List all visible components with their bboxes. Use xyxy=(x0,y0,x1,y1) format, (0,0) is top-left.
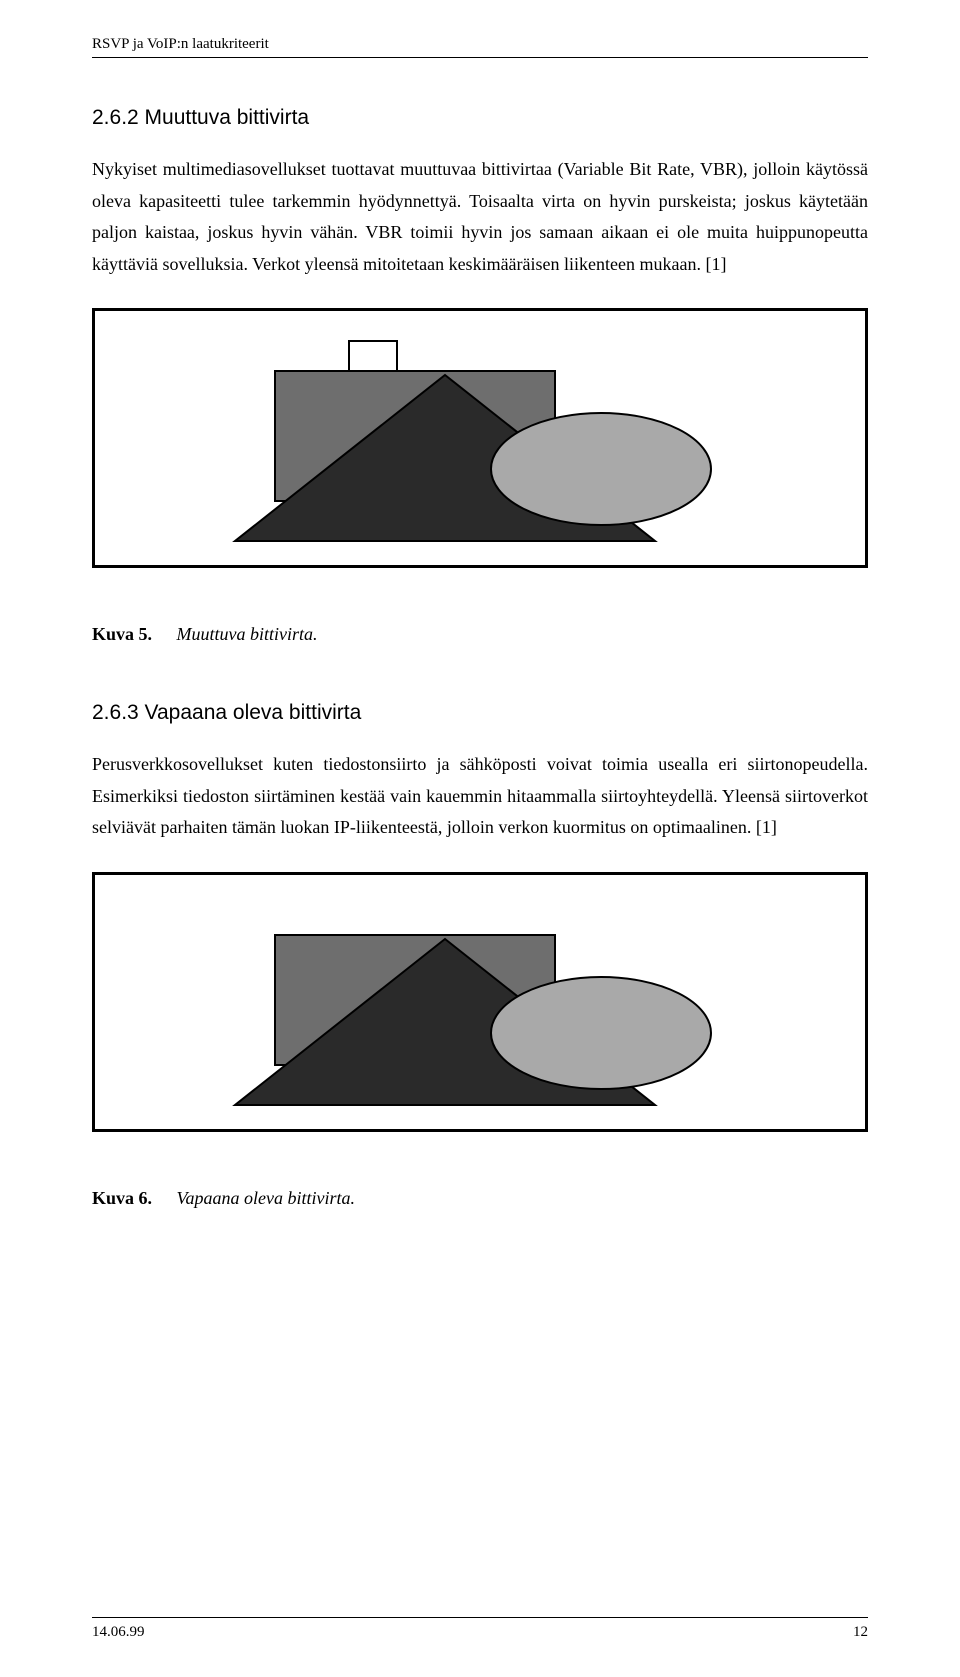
section-heading-263: 2.6.3 Vapaana oleva bittivirta xyxy=(92,701,868,725)
figure-5-frame xyxy=(92,308,868,568)
figure-5-caption-text: Muuttuva bittivirta. xyxy=(177,624,318,644)
running-header: RSVP ja VoIP:n laatukriteerit xyxy=(92,36,868,58)
section-heading-262: 2.6.2 Muuttuva bittivirta xyxy=(92,106,868,130)
figure-6-svg xyxy=(95,875,865,1129)
figure-5-caption-label: Kuva 5. xyxy=(92,624,152,644)
figure-5-caption: Kuva 5. Muuttuva bittivirta. xyxy=(92,624,868,645)
paragraph-262: Nykyiset multimediasovellukset tuottavat… xyxy=(92,154,868,280)
figure-5-hat-top xyxy=(349,341,397,371)
figure-6-caption-label: Kuva 6. xyxy=(92,1188,152,1208)
page: RSVP ja VoIP:n laatukriteerit 2.6.2 Muut… xyxy=(0,0,960,1677)
footer-date: 14.06.99 xyxy=(92,1624,145,1641)
page-footer: 14.06.99 12 xyxy=(92,1617,868,1641)
figure-6-caption-text: Vapaana oleva bittivirta. xyxy=(177,1188,355,1208)
paragraph-263: Perusverkkosovellukset kuten tiedostonsi… xyxy=(92,749,868,844)
figure-6-ellipse xyxy=(491,977,711,1089)
figure-5-ellipse xyxy=(491,413,711,525)
figure-6-caption: Kuva 6. Vapaana oleva bittivirta. xyxy=(92,1188,868,1209)
figure-5-svg xyxy=(95,311,865,565)
figure-6-frame xyxy=(92,872,868,1132)
footer-page-number: 12 xyxy=(853,1624,868,1641)
